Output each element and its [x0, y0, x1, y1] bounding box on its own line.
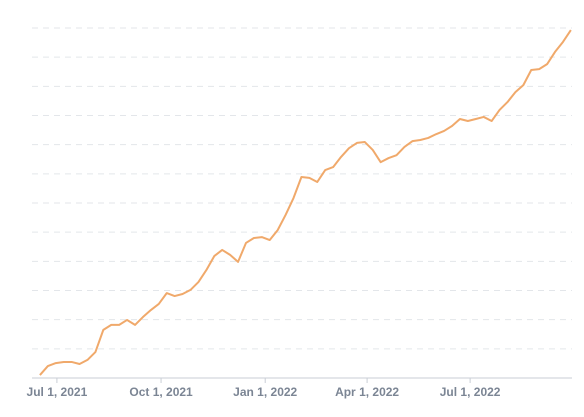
x-tick-label: Jan 1, 2022: [233, 385, 297, 399]
x-tick-label: Oct 1, 2021: [129, 385, 193, 399]
line-series: [39, 29, 572, 376]
x-tick-label: Jul 1, 2022: [440, 385, 501, 399]
x-tick-label: Jul 1, 2021: [27, 385, 88, 399]
x-tick-label: Apr 1, 2022: [335, 385, 399, 399]
